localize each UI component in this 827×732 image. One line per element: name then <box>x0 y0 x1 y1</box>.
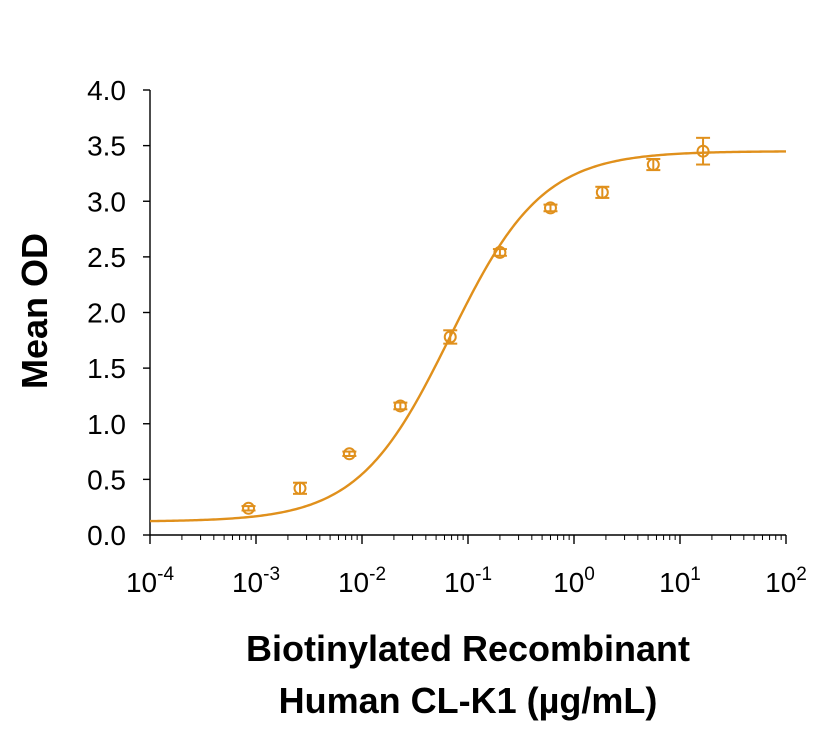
data-point <box>646 158 660 172</box>
y-tick-label: 0.0 <box>87 520 126 551</box>
y-axis-title: Mean OD <box>14 233 55 389</box>
x-axis-ticks: 10-4 10-3 10-2 10-1 100 101 102 <box>126 535 807 598</box>
y-tick-label: 3.5 <box>87 131 126 162</box>
y-axis-ticks: 0.0 0.5 1.0 1.5 2.0 2.5 3.0 3.5 4.0 <box>87 75 150 551</box>
data-point <box>342 447 356 461</box>
data-point <box>696 144 710 158</box>
x-tick-label: 10-3 <box>232 564 280 598</box>
error-bar <box>443 329 458 345</box>
data-point <box>543 201 557 215</box>
x-tick-label: 101 <box>659 564 701 598</box>
y-tick-label: 4.0 <box>87 75 126 106</box>
x-tick-label: 102 <box>765 564 807 598</box>
data-point <box>443 330 457 344</box>
x-tick-label: 10-1 <box>444 564 492 598</box>
x-tick-label: 10-4 <box>126 564 174 598</box>
data-point <box>393 399 407 413</box>
fit-curve <box>149 150 787 523</box>
data-point <box>293 481 307 495</box>
data-series <box>149 136 787 523</box>
x-axis-title-line-2: Human CL-K1 (µg/mL) <box>279 680 658 721</box>
data-point <box>242 501 256 515</box>
y-tick-label: 1.0 <box>87 409 126 440</box>
y-tick-label: 2.5 <box>87 242 126 273</box>
y-tick-label: 0.5 <box>87 464 126 495</box>
y-tick-label: 3.0 <box>87 186 126 217</box>
x-axis-title-line-1: Biotinylated Recombinant <box>246 628 690 669</box>
data-point <box>493 245 507 259</box>
x-tick-label: 100 <box>553 564 595 598</box>
x-tick-label: 10-2 <box>338 564 386 598</box>
y-tick-label: 2.0 <box>87 298 126 329</box>
error-bar <box>696 136 711 166</box>
y-tick-label: 1.5 <box>87 353 126 384</box>
data-point <box>595 185 609 199</box>
